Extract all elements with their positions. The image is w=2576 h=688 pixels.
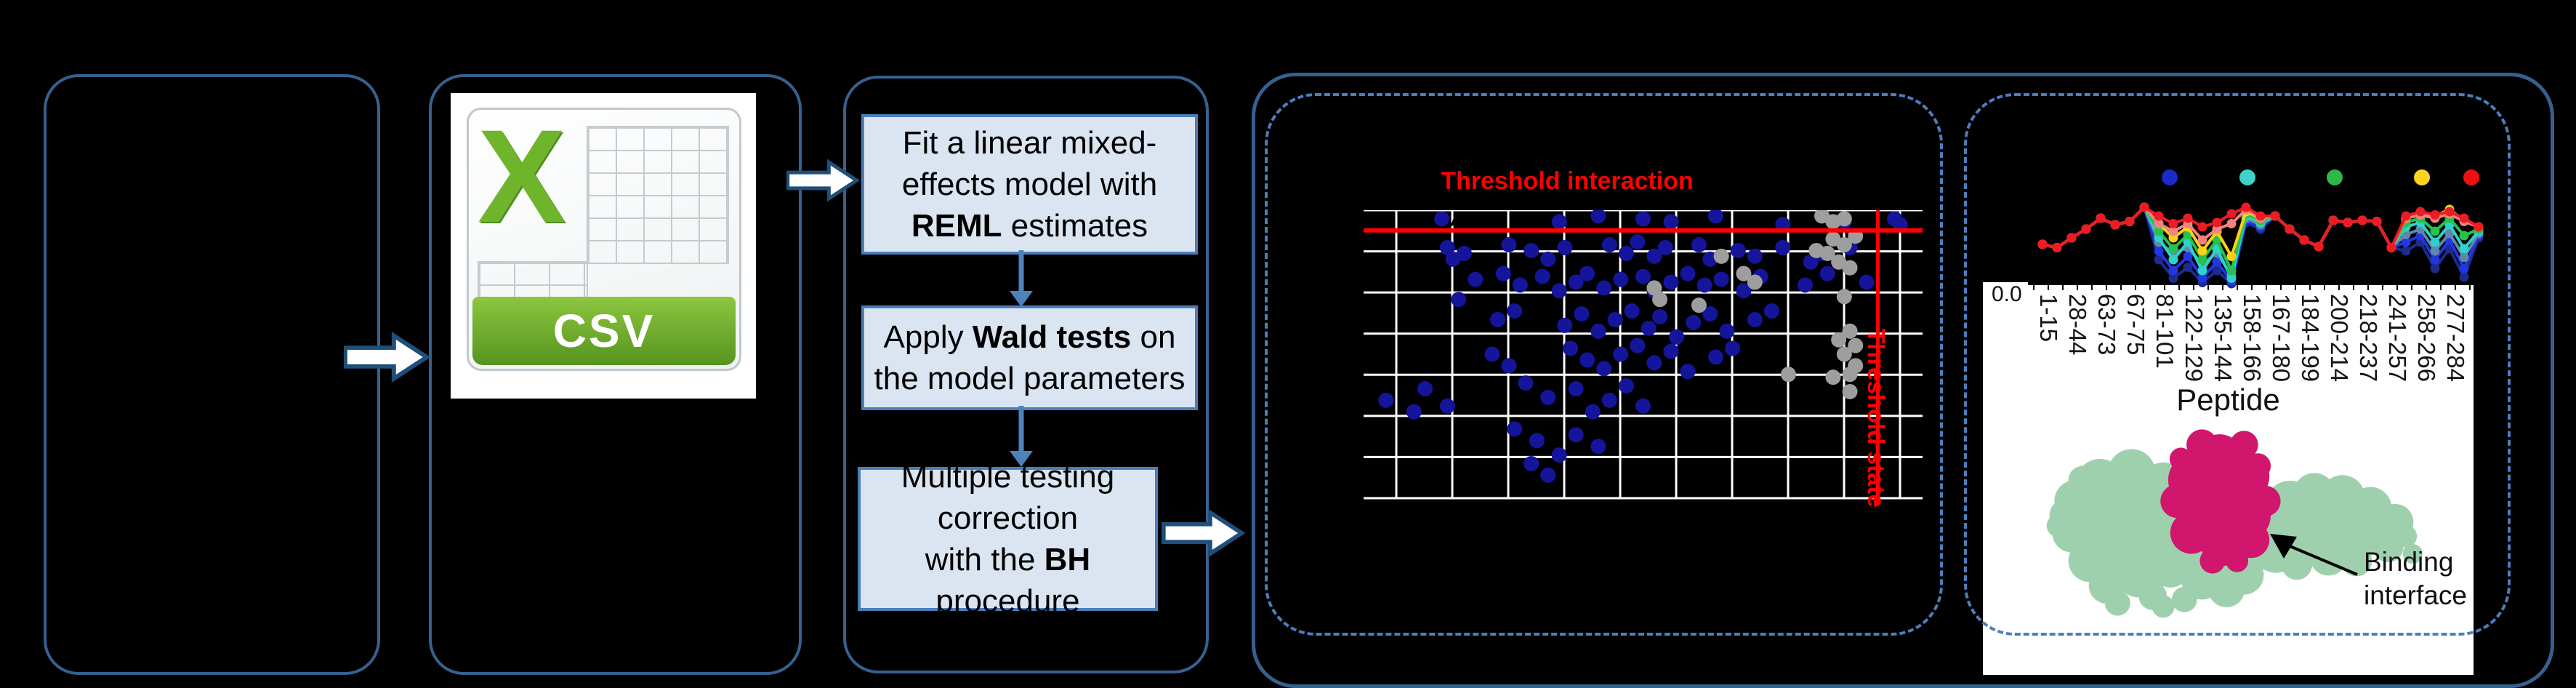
x-axis-title: Peptide: [2176, 383, 2280, 417]
flow-step-bh: Multiple testing correction with the BH pr…: [858, 459, 1158, 619]
spreadsheet-grid-icon: [587, 126, 729, 264]
protein-panel: 0.0 1-15 28-44 63-73 67-75 81-101 122-129 135-…: [1983, 282, 2474, 675]
protein-structure-image: [2046, 429, 2423, 618]
right-arrow-icon-3: [1161, 509, 1246, 557]
stage-box-1: [44, 74, 380, 675]
right-arrow-icon-2: [786, 159, 859, 202]
csv-banner-label: CSV: [552, 305, 656, 357]
down-arrow-icon-2: [1010, 406, 1033, 467]
binding-interface-arrow: [2270, 534, 2358, 576]
csv-image-patch: X CSV: [451, 93, 756, 399]
scatter-plot: [1364, 210, 1923, 504]
down-arrow-icon-1: [1010, 250, 1033, 307]
y-axis-tick-label: 0.0: [1992, 282, 2022, 306]
csv-banner: CSV: [472, 297, 736, 365]
csv-file-icon: X CSV: [467, 102, 741, 371]
threshold-state-label: Threshold state: [1863, 329, 1890, 508]
threshold-interaction-label: Threshold interaction: [1441, 167, 1694, 195]
excel-x-glyph: X: [478, 102, 566, 250]
right-arrow-icon-1: [344, 332, 430, 383]
binding-interface-label: Binding interface: [2364, 547, 2467, 610]
flow-step-reml: Fit a linear mixed-effects model with REM…: [861, 114, 1198, 255]
flow-step-wald: Apply Wald tests on the model parameters: [861, 305, 1198, 410]
peptide-line-chart: [2028, 169, 2493, 290]
protein-pink-peptide: [2160, 429, 2281, 574]
